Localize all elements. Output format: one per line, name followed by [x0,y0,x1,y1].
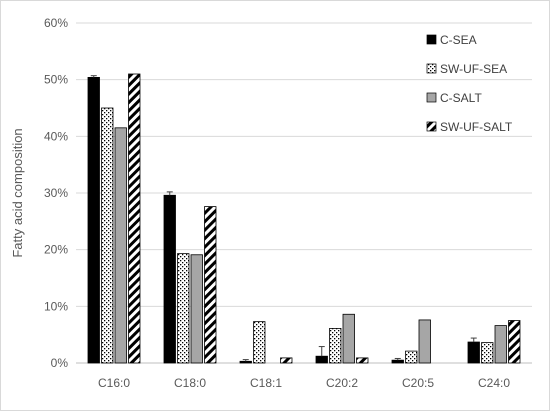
bar-sw-uf-salt-C18-1 [280,357,293,364]
bar-c-sea-C18-0 [163,194,176,364]
bar-sw-uf-sea-C16-0 [101,107,114,364]
bar-c-salt-C16-0 [114,127,127,364]
bar-c-sea-C18-1 [239,360,252,364]
legend-swatch [426,34,437,45]
bar-c-salt-C20-2 [342,313,355,364]
x-tick-label: C24:0 [478,376,510,390]
y-axis-title: Fatty acid composition [10,128,25,257]
bar-sw-uf-sea-C18-0 [177,253,190,364]
bar-sw-uf-sea-C20-5 [405,350,418,364]
bar-sw-uf-sea-C18-1 [253,321,266,364]
legend: C-SEA SW-UF-SEA C-SALT SW-UF-SALT [426,33,513,134]
legend-label: C-SALT [440,91,482,105]
x-tick-label: C20:2 [326,376,358,390]
x-tick-label: C18:0 [174,376,206,390]
bar-c-sea-C24-0 [467,341,480,364]
bar-sw-uf-sea-C24-0 [481,342,494,364]
legend-swatch [426,92,437,103]
bars [87,73,521,364]
legend-label: C-SEA [440,33,477,47]
bar-sw-uf-salt-C16-0 [128,73,141,364]
x-tick-label: C16:0 [98,376,130,390]
bar-sw-uf-salt-C20-2 [356,357,369,364]
bar-c-sea-C20-2 [315,355,328,364]
x-axis-labels: C16:0 C18:0 C18:1 C20:2 C20:5 C24:0 [98,376,510,390]
bar-sw-uf-salt-C18-0 [204,206,217,364]
bar-c-sea-C16-0 [87,77,100,364]
y-tick-label: 30% [44,186,68,200]
y-tick-label: 40% [44,129,68,143]
x-tick-label: C20:5 [402,376,434,390]
bar-sw-uf-sea-C20-2 [329,328,342,364]
bar-c-sea-C20-5 [391,359,404,364]
legend-label: SW-UF-SALT [440,120,513,134]
y-axis-ticks: 0% 10% 20% 30% 40% 50% 60% [44,16,68,370]
y-tick-label: 60% [44,16,68,30]
y-tick-label: 50% [44,73,68,87]
bar-c-salt-C18-0 [190,254,203,364]
y-tick-label: 20% [44,243,68,257]
gridlines [76,22,532,364]
legend-swatch [426,63,437,74]
bar-c-salt-C20-5 [418,319,431,364]
y-tick-label: 0% [51,356,69,370]
x-tick-label: C18:1 [250,376,282,390]
bar-c-salt-C24-0 [494,325,507,364]
legend-swatch [426,121,437,132]
bar-sw-uf-salt-C24-0 [508,320,521,364]
legend-label: SW-UF-SEA [440,62,507,76]
y-tick-label: 10% [44,299,68,313]
